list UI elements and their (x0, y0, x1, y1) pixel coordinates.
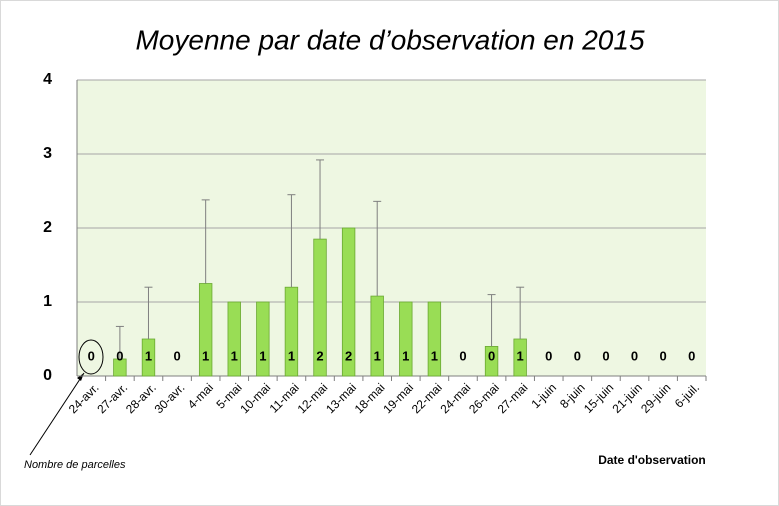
bar (370, 295, 384, 377)
count-label: 1 (145, 348, 152, 363)
y-tick-label: 4 (43, 71, 52, 88)
y-tick-label: 2 (43, 219, 52, 236)
count-label: 0 (688, 348, 695, 363)
bar (227, 301, 241, 377)
y-tick-label: 0 (43, 367, 52, 384)
error-bar (373, 200, 382, 297)
count-label: 1 (202, 348, 209, 363)
bar (256, 301, 270, 377)
y-tick-label: 3 (43, 145, 52, 162)
count-label: 0 (631, 348, 638, 363)
error-bar (316, 159, 325, 240)
count-label: 1 (402, 348, 409, 363)
count-label: 1 (431, 348, 438, 363)
count-label: 0 (488, 348, 495, 363)
chart-title: Moyenne par date d’observation en 2015 (135, 24, 644, 55)
count-label: 0 (545, 348, 552, 363)
count-label: 0 (659, 348, 666, 363)
error-bar (287, 194, 296, 288)
error-bar (201, 199, 210, 284)
bar (341, 227, 356, 377)
count-label: 1 (259, 348, 266, 363)
count-label: 1 (231, 348, 238, 363)
y-tick-label: 1 (43, 293, 52, 310)
bar (399, 301, 413, 377)
count-label: 1 (288, 348, 295, 363)
error-bar (144, 286, 153, 339)
arrow-head (77, 373, 84, 381)
count-label: 1 (374, 348, 381, 363)
annotation-ellipse (78, 339, 104, 375)
count-label: 0 (88, 348, 95, 363)
error-bar (516, 286, 525, 339)
count-label: 0 (116, 348, 123, 363)
count-label: 0 (602, 348, 609, 363)
error-bar (487, 294, 496, 347)
x-axis-label: Date d'observation (598, 453, 706, 467)
count-label: 2 (316, 348, 323, 363)
bar (427, 301, 442, 377)
annotation: Nombre de parcelles (24, 459, 126, 471)
count-label: 1 (517, 348, 524, 363)
annotation-arrow (29, 372, 85, 456)
count-label: 0 (459, 348, 466, 363)
error-bar (115, 325, 124, 359)
count-label: 2 (345, 348, 352, 363)
count-label: 0 (173, 348, 180, 363)
count-label: 0 (574, 348, 581, 363)
